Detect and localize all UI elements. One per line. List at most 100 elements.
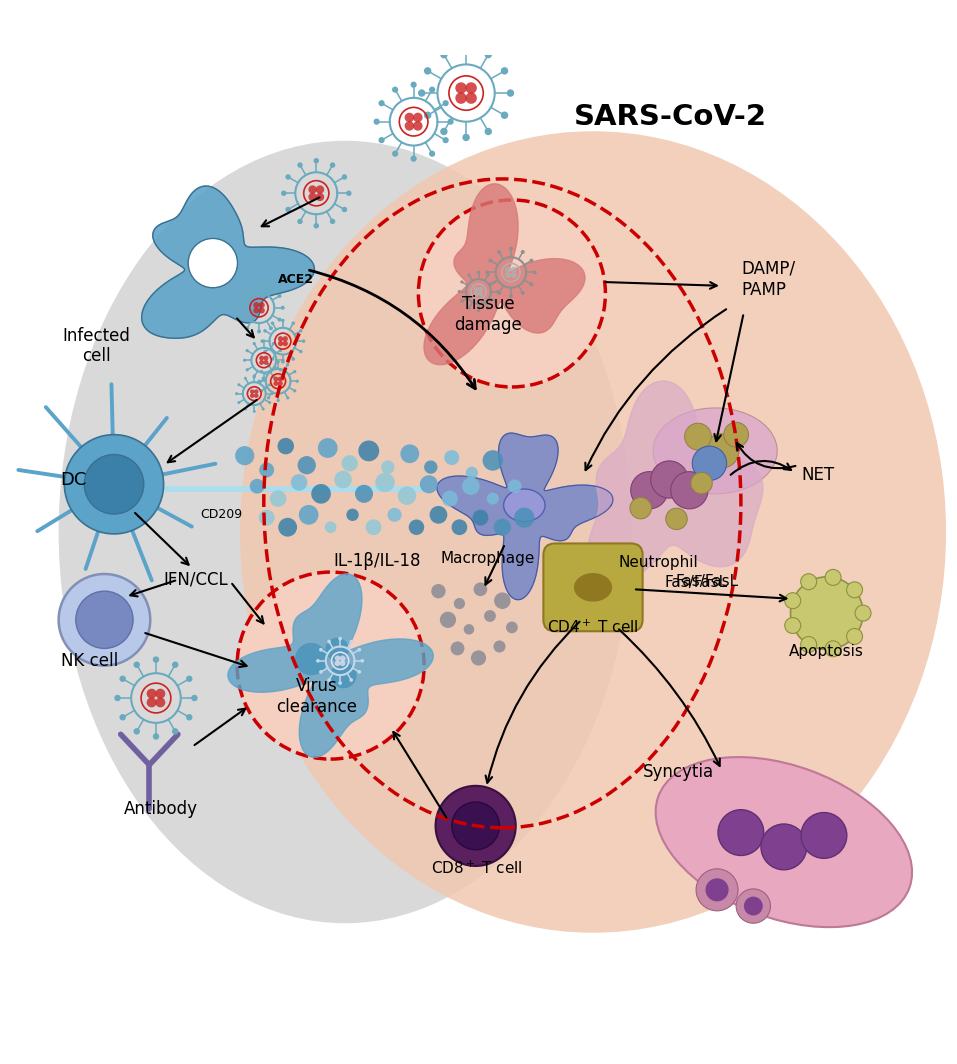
Circle shape	[246, 349, 249, 352]
Circle shape	[409, 519, 424, 535]
Circle shape	[278, 336, 283, 342]
Polygon shape	[424, 184, 585, 365]
Circle shape	[418, 89, 426, 97]
Circle shape	[801, 573, 816, 589]
Circle shape	[269, 285, 273, 289]
Circle shape	[460, 280, 463, 283]
Circle shape	[442, 137, 449, 144]
Circle shape	[358, 440, 379, 462]
Circle shape	[244, 408, 247, 411]
Circle shape	[507, 89, 514, 97]
Circle shape	[268, 401, 271, 404]
Circle shape	[474, 287, 478, 292]
Circle shape	[691, 472, 712, 494]
Circle shape	[392, 86, 398, 93]
Circle shape	[258, 302, 265, 309]
Circle shape	[696, 869, 738, 911]
Text: Neutrophil: Neutrophil	[618, 555, 698, 570]
Circle shape	[186, 676, 192, 682]
Circle shape	[155, 698, 166, 708]
Circle shape	[259, 463, 274, 478]
Circle shape	[261, 377, 265, 380]
Circle shape	[471, 650, 486, 666]
Circle shape	[430, 506, 447, 523]
Polygon shape	[228, 573, 434, 758]
Circle shape	[477, 310, 480, 313]
Circle shape	[134, 662, 140, 668]
Circle shape	[405, 121, 414, 131]
Circle shape	[424, 67, 432, 74]
Circle shape	[381, 461, 394, 473]
Circle shape	[300, 350, 302, 353]
Circle shape	[473, 510, 488, 526]
Text: Infected
cell: Infected cell	[63, 327, 131, 365]
Circle shape	[278, 318, 281, 321]
Circle shape	[451, 642, 464, 655]
Circle shape	[744, 897, 763, 915]
Circle shape	[263, 329, 267, 333]
Circle shape	[235, 446, 255, 465]
Ellipse shape	[653, 408, 777, 494]
Text: Macrophage: Macrophage	[441, 551, 535, 566]
Circle shape	[505, 267, 511, 272]
FancyBboxPatch shape	[544, 544, 643, 631]
Circle shape	[346, 509, 359, 521]
Circle shape	[474, 582, 487, 596]
Circle shape	[452, 519, 467, 535]
Circle shape	[474, 292, 478, 296]
Circle shape	[250, 394, 255, 398]
Circle shape	[342, 455, 358, 471]
Circle shape	[413, 121, 423, 131]
Circle shape	[494, 300, 497, 303]
Text: Virus
clearance: Virus clearance	[276, 677, 357, 715]
Circle shape	[484, 51, 492, 59]
Circle shape	[482, 450, 503, 470]
Circle shape	[761, 824, 807, 869]
Circle shape	[355, 485, 373, 503]
Circle shape	[316, 185, 324, 194]
Circle shape	[292, 358, 295, 361]
Circle shape	[509, 294, 513, 298]
Circle shape	[801, 813, 847, 859]
Circle shape	[460, 300, 463, 303]
Circle shape	[424, 112, 432, 119]
Circle shape	[258, 510, 275, 526]
Circle shape	[497, 290, 501, 295]
Circle shape	[278, 381, 282, 386]
Circle shape	[361, 659, 365, 663]
Circle shape	[330, 163, 335, 168]
Circle shape	[191, 695, 198, 701]
Circle shape	[278, 340, 283, 346]
Circle shape	[268, 383, 271, 386]
Circle shape	[335, 661, 341, 666]
Circle shape	[723, 422, 748, 447]
Circle shape	[58, 573, 150, 666]
Circle shape	[511, 272, 517, 278]
Circle shape	[76, 592, 133, 648]
Circle shape	[272, 376, 275, 379]
Circle shape	[494, 518, 511, 536]
Circle shape	[366, 519, 382, 535]
Circle shape	[253, 342, 256, 345]
Circle shape	[236, 294, 240, 298]
Circle shape	[257, 380, 260, 383]
Ellipse shape	[656, 758, 912, 927]
Circle shape	[671, 471, 708, 509]
Circle shape	[324, 521, 337, 533]
Text: ACE2: ACE2	[278, 272, 314, 285]
Circle shape	[244, 377, 247, 380]
Circle shape	[651, 461, 688, 498]
Ellipse shape	[240, 131, 946, 933]
Text: Fas/FasL: Fas/FasL	[664, 575, 727, 591]
Circle shape	[281, 190, 286, 196]
Circle shape	[319, 670, 323, 674]
Circle shape	[257, 282, 261, 286]
Circle shape	[259, 360, 264, 365]
Circle shape	[325, 637, 348, 661]
Circle shape	[292, 321, 295, 325]
Circle shape	[448, 118, 454, 124]
Circle shape	[462, 478, 479, 495]
Text: SARS-CoV-2: SARS-CoV-2	[574, 103, 767, 131]
Circle shape	[271, 393, 274, 395]
Circle shape	[334, 470, 352, 488]
